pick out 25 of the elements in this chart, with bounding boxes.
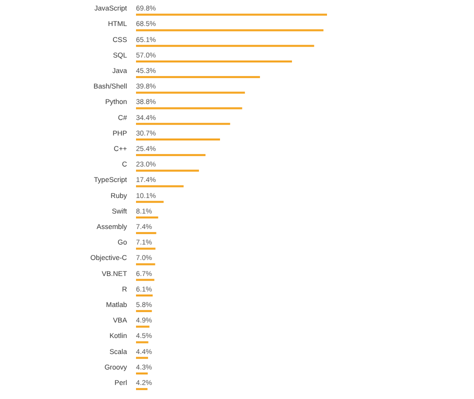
bar bbox=[136, 44, 314, 47]
bar bbox=[136, 310, 152, 312]
bar bbox=[136, 341, 148, 344]
bar bbox=[136, 60, 292, 62]
bar bbox=[136, 278, 154, 281]
bar bbox=[136, 326, 150, 328]
bar bbox=[136, 388, 148, 390]
bar bbox=[136, 185, 184, 188]
bar bbox=[136, 372, 148, 374]
bar bbox=[136, 170, 199, 172]
bar bbox=[136, 138, 220, 140]
bar bbox=[136, 263, 156, 266]
bar bbox=[136, 232, 156, 234]
bar bbox=[136, 29, 324, 32]
bar bbox=[136, 356, 148, 359]
bar bbox=[136, 154, 206, 156]
bar bbox=[136, 76, 260, 78]
bar bbox=[136, 216, 158, 218]
bar bbox=[136, 92, 245, 94]
bar bbox=[136, 200, 164, 203]
bar bbox=[136, 248, 156, 250]
bar bbox=[136, 14, 327, 16]
bar bbox=[136, 294, 153, 296]
bar bbox=[136, 122, 230, 125]
bar bbox=[136, 107, 242, 110]
